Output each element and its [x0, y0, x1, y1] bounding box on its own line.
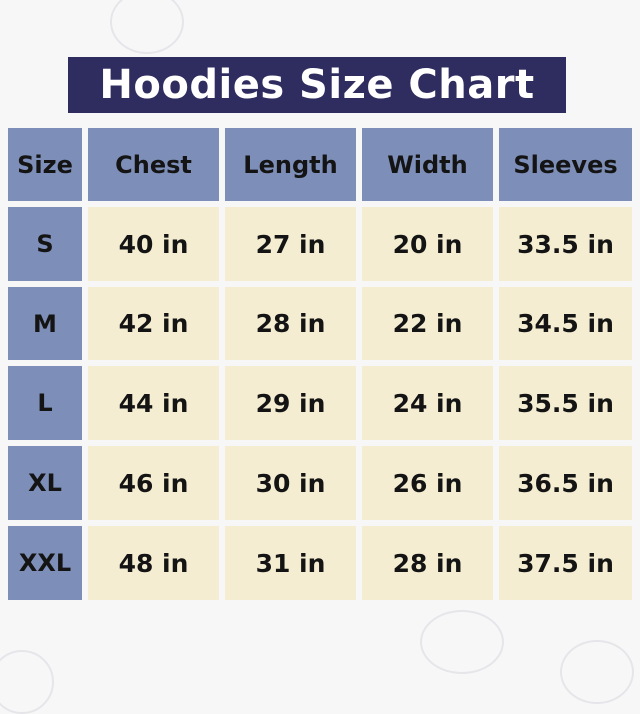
table-cell: 24 in [362, 366, 493, 440]
table-cell: 27 in [225, 207, 356, 281]
table-cell: 28 in [225, 287, 356, 360]
table-cell: 34.5 in [499, 287, 632, 360]
table-cell: 30 in [225, 446, 356, 520]
table-cell: 35.5 in [499, 366, 632, 440]
yarn-ball-decoration [110, 0, 184, 54]
sheep-decoration [420, 610, 504, 674]
table-cell: 42 in [88, 287, 219, 360]
size-label: S [8, 207, 82, 281]
header-size: Size [8, 128, 82, 201]
size-label: M [8, 287, 82, 360]
table-cell: 44 in [88, 366, 219, 440]
table-cell: 37.5 in [499, 526, 632, 600]
page-title: Hoodies Size Chart [68, 57, 566, 113]
table-cell: 31 in [225, 526, 356, 600]
table-cell: 20 in [362, 207, 493, 281]
table-cell: 36.5 in [499, 446, 632, 520]
size-label: XL [8, 446, 82, 520]
header-chest: Chest [88, 128, 219, 201]
table-cell: 33.5 in [499, 207, 632, 281]
header-length: Length [225, 128, 356, 201]
table-cell: 22 in [362, 287, 493, 360]
yarn-ball-decoration [0, 650, 54, 714]
table-cell: 29 in [225, 366, 356, 440]
size-label: XXL [8, 526, 82, 600]
table-cell: 46 in [88, 446, 219, 520]
header-sleeves: Sleeves [499, 128, 632, 201]
table-cell: 26 in [362, 446, 493, 520]
size-label: L [8, 366, 82, 440]
yarn-ball-decoration [560, 640, 634, 704]
table-cell: 48 in [88, 526, 219, 600]
table-cell: 28 in [362, 526, 493, 600]
table-cell: 40 in [88, 207, 219, 281]
header-width: Width [362, 128, 493, 201]
